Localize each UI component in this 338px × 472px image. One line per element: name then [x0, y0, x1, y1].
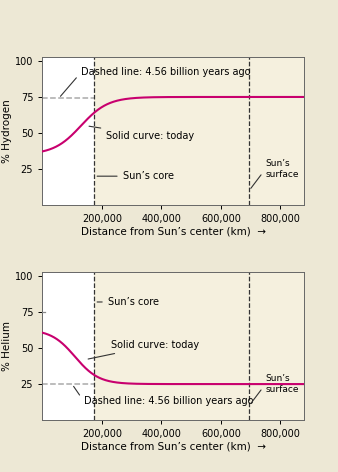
Y-axis label: % Helium: % Helium	[2, 321, 12, 371]
X-axis label: Distance from Sun’s center (km)  →: Distance from Sun’s center (km) →	[81, 442, 266, 452]
Text: Sun’s
surface: Sun’s surface	[251, 159, 299, 188]
Text: Dashed line: 4.56 billion years ago: Dashed line: 4.56 billion years ago	[74, 387, 254, 406]
Bar	[42, 272, 94, 420]
Bar	[42, 57, 94, 205]
Y-axis label: % Hydrogen: % Hydrogen	[2, 99, 12, 163]
X-axis label: Distance from Sun’s center (km)  →: Distance from Sun’s center (km) →	[81, 227, 266, 237]
Text: Solid curve: today: Solid curve: today	[89, 126, 194, 141]
Text: Sun’s core: Sun’s core	[97, 171, 174, 181]
Text: Sun’s core: Sun’s core	[97, 297, 159, 307]
Text: Sun’s
surface: Sun’s surface	[251, 374, 299, 404]
Text: Dashed line: 4.56 billion years ago: Dashed line: 4.56 billion years ago	[61, 67, 250, 96]
Text: Solid curve: today: Solid curve: today	[88, 340, 199, 359]
